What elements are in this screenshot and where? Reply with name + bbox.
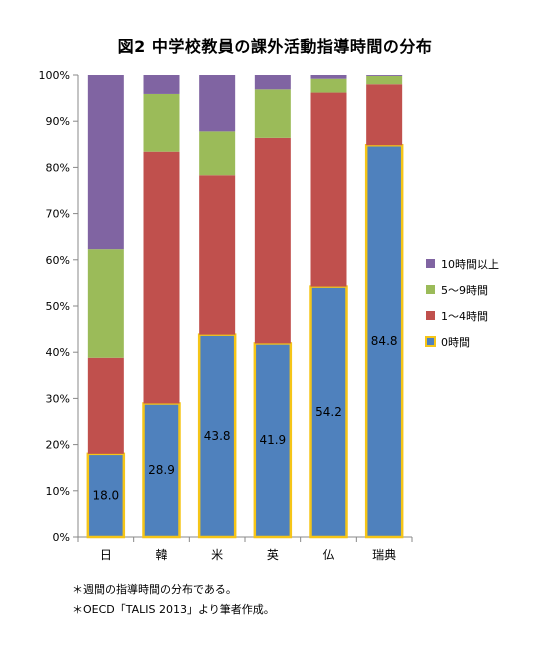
- bar-segment: [254, 137, 291, 344]
- bar-segment: [87, 357, 124, 454]
- y-tick-label: 10%: [46, 485, 70, 498]
- y-tick-label: 40%: [46, 346, 70, 359]
- bar-segment: [199, 131, 236, 176]
- bar-segment: [366, 84, 403, 146]
- y-tick-label: 100%: [39, 69, 70, 82]
- bar-segment: [310, 78, 347, 93]
- y-tick-label: 70%: [46, 208, 70, 221]
- bar-segment: [143, 75, 180, 94]
- x-category-label: 瑞典: [372, 548, 396, 562]
- bar-segment: [199, 75, 236, 132]
- bar-segment: [254, 89, 291, 138]
- notes: ＊週間の指導時間の分布である。 ＊OECD「TALIS 2013」より筆者作成。: [72, 580, 275, 620]
- x-category-label: 日: [100, 548, 112, 562]
- data-label: 18.0: [92, 488, 119, 502]
- bar-segment: [366, 75, 403, 85]
- legend-label: 1～4時間: [441, 310, 488, 323]
- y-tick-label: 30%: [46, 392, 70, 405]
- axes: 0% 10% 20% 30% 40% 50% 60% 70% 80% 90% 100% 日 韓 米 英 仏 瑞典: [39, 69, 413, 562]
- legend-swatch: [425, 336, 436, 347]
- data-label: 54.2: [315, 405, 342, 419]
- bar-segment: [87, 75, 124, 250]
- legend-label: 10時間以上: [441, 258, 499, 271]
- bar-segment: [366, 75, 403, 76]
- data-label: 28.9: [148, 463, 175, 477]
- bar-segment: [199, 175, 236, 335]
- bar-segment: [87, 249, 124, 358]
- legend-swatch: [426, 311, 435, 320]
- bar-segment: [364, 143, 404, 539]
- legend-label: 5～9時間: [441, 284, 488, 297]
- y-tick-label: 20%: [46, 439, 70, 452]
- bar-segment: [143, 151, 180, 404]
- legend-label: 0時間: [441, 336, 470, 349]
- x-category-label: 仏: [322, 548, 334, 562]
- data-labels: 18.0 28.9 43.8 41.9 54.2 84.8: [92, 334, 397, 502]
- bar-segment: [143, 93, 180, 152]
- y-tick-label: 60%: [46, 254, 70, 267]
- note-1: ＊週間の指導時間の分布である。: [72, 583, 237, 596]
- bar-segment: [310, 75, 347, 79]
- note-2: ＊OECD「TALIS 2013」より筆者作成。: [72, 603, 275, 616]
- legend-swatch: [426, 259, 435, 268]
- bar-segment: [197, 333, 237, 539]
- legend-swatch: [426, 285, 435, 294]
- x-category-label: 英: [267, 548, 279, 562]
- bar-segment: [254, 75, 291, 90]
- x-category-label: 米: [211, 548, 223, 562]
- data-label: 43.8: [204, 429, 231, 443]
- bar-segment: [253, 342, 293, 539]
- bar-segment: [86, 452, 126, 539]
- y-tick-label: 0%: [53, 531, 70, 544]
- data-label: 41.9: [259, 433, 286, 447]
- bars: [86, 75, 404, 539]
- data-label: 84.8: [371, 334, 398, 348]
- legend: 10時間以上 5～9時間 1～4時間 0時間: [425, 258, 499, 349]
- y-tick-label: 90%: [46, 115, 70, 128]
- y-tick-label: 80%: [46, 161, 70, 174]
- y-tick-label: 50%: [46, 300, 70, 313]
- x-category-label: 韓: [155, 548, 167, 562]
- chart-title: 図2 中学校教員の課外活動指導時間の分布: [117, 37, 433, 56]
- bar-segment: [310, 92, 347, 287]
